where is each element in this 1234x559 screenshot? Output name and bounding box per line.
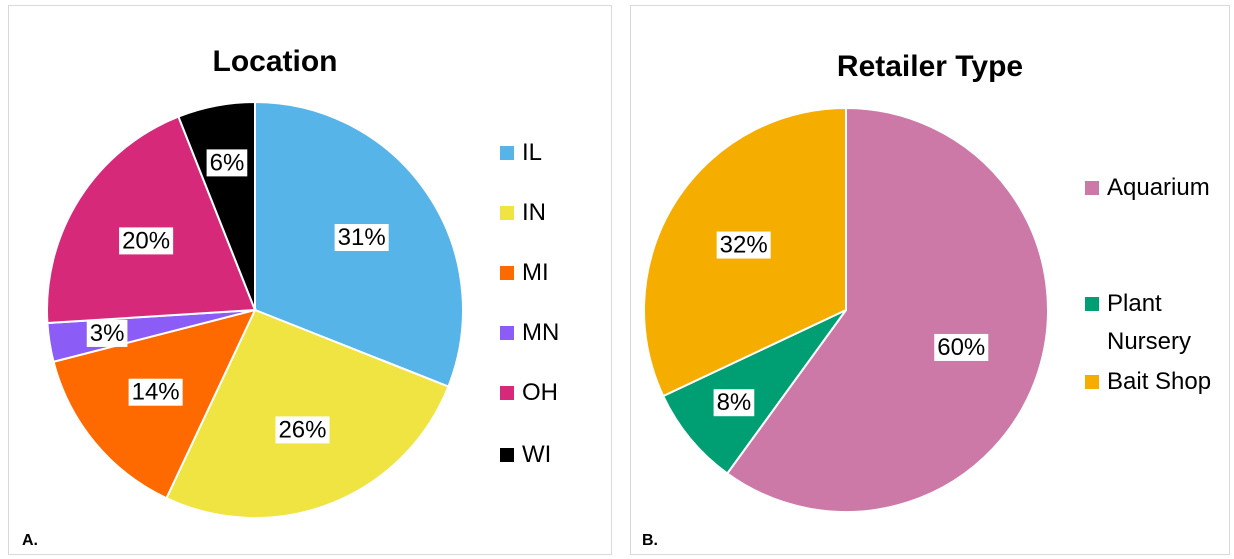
data-label-text: 8% (717, 389, 752, 416)
data-label: 20% (119, 227, 174, 255)
legend-label: OH (522, 379, 558, 406)
data-label-box (275, 416, 330, 444)
legend-swatch (1085, 375, 1099, 389)
data-label-text: 26% (278, 416, 326, 443)
pie-slice (725, 106, 1049, 513)
legend-label: WI (522, 441, 552, 468)
pie-slice (165, 308, 450, 519)
legend-label: Plant Nursery (1107, 290, 1192, 355)
legend-label: IL (522, 139, 543, 166)
legend-swatch (500, 146, 514, 160)
legend-label: IN (522, 199, 546, 226)
panel (8, 5, 612, 555)
data-label: 8% (713, 389, 755, 417)
data-label-text: 32% (720, 232, 768, 259)
legend-label: MI (522, 259, 549, 286)
data-label-text: 3% (90, 320, 125, 347)
legend-swatch (500, 326, 514, 340)
data-label: 31% (334, 224, 389, 252)
data-label: 26% (275, 416, 330, 444)
legend-swatch (500, 266, 514, 280)
legend-swatch (500, 448, 514, 462)
data-label: 6% (206, 149, 248, 177)
chart-title: Retailer Type (836, 50, 1024, 83)
data-label-text: 31% (338, 224, 386, 251)
legend-swatch (1085, 181, 1099, 195)
data-label-text: 20% (122, 227, 170, 254)
data-label-box (128, 378, 183, 406)
data-label-box (334, 224, 389, 252)
data-label-text: 6% (210, 149, 245, 176)
pie-slice (661, 309, 847, 475)
data-label-box (86, 319, 128, 347)
chart-title: Location (212, 45, 338, 78)
legend-label: MN (522, 319, 560, 346)
legend-swatch (500, 206, 514, 220)
legend-swatch (500, 386, 514, 400)
data-label: 32% (716, 231, 771, 259)
legend-label: Aquarium (1107, 174, 1210, 201)
legend-swatch (1085, 297, 1099, 311)
panel-label: B. (642, 532, 658, 549)
panel (630, 5, 1230, 555)
data-label-text: 14% (132, 379, 180, 406)
data-label: 60% (934, 333, 989, 361)
data-label-box (716, 231, 771, 259)
data-label-text: 60% (937, 334, 985, 361)
legend-label: Bait Shop (1107, 368, 1212, 395)
data-label-box (934, 333, 989, 361)
data-label-box (119, 227, 174, 255)
data-label: 3% (86, 319, 128, 347)
data-label-box (206, 149, 248, 177)
data-label-box (713, 389, 755, 417)
pie-slice (46, 115, 257, 325)
panel-label: A. (22, 532, 38, 549)
data-label: 14% (128, 378, 183, 406)
